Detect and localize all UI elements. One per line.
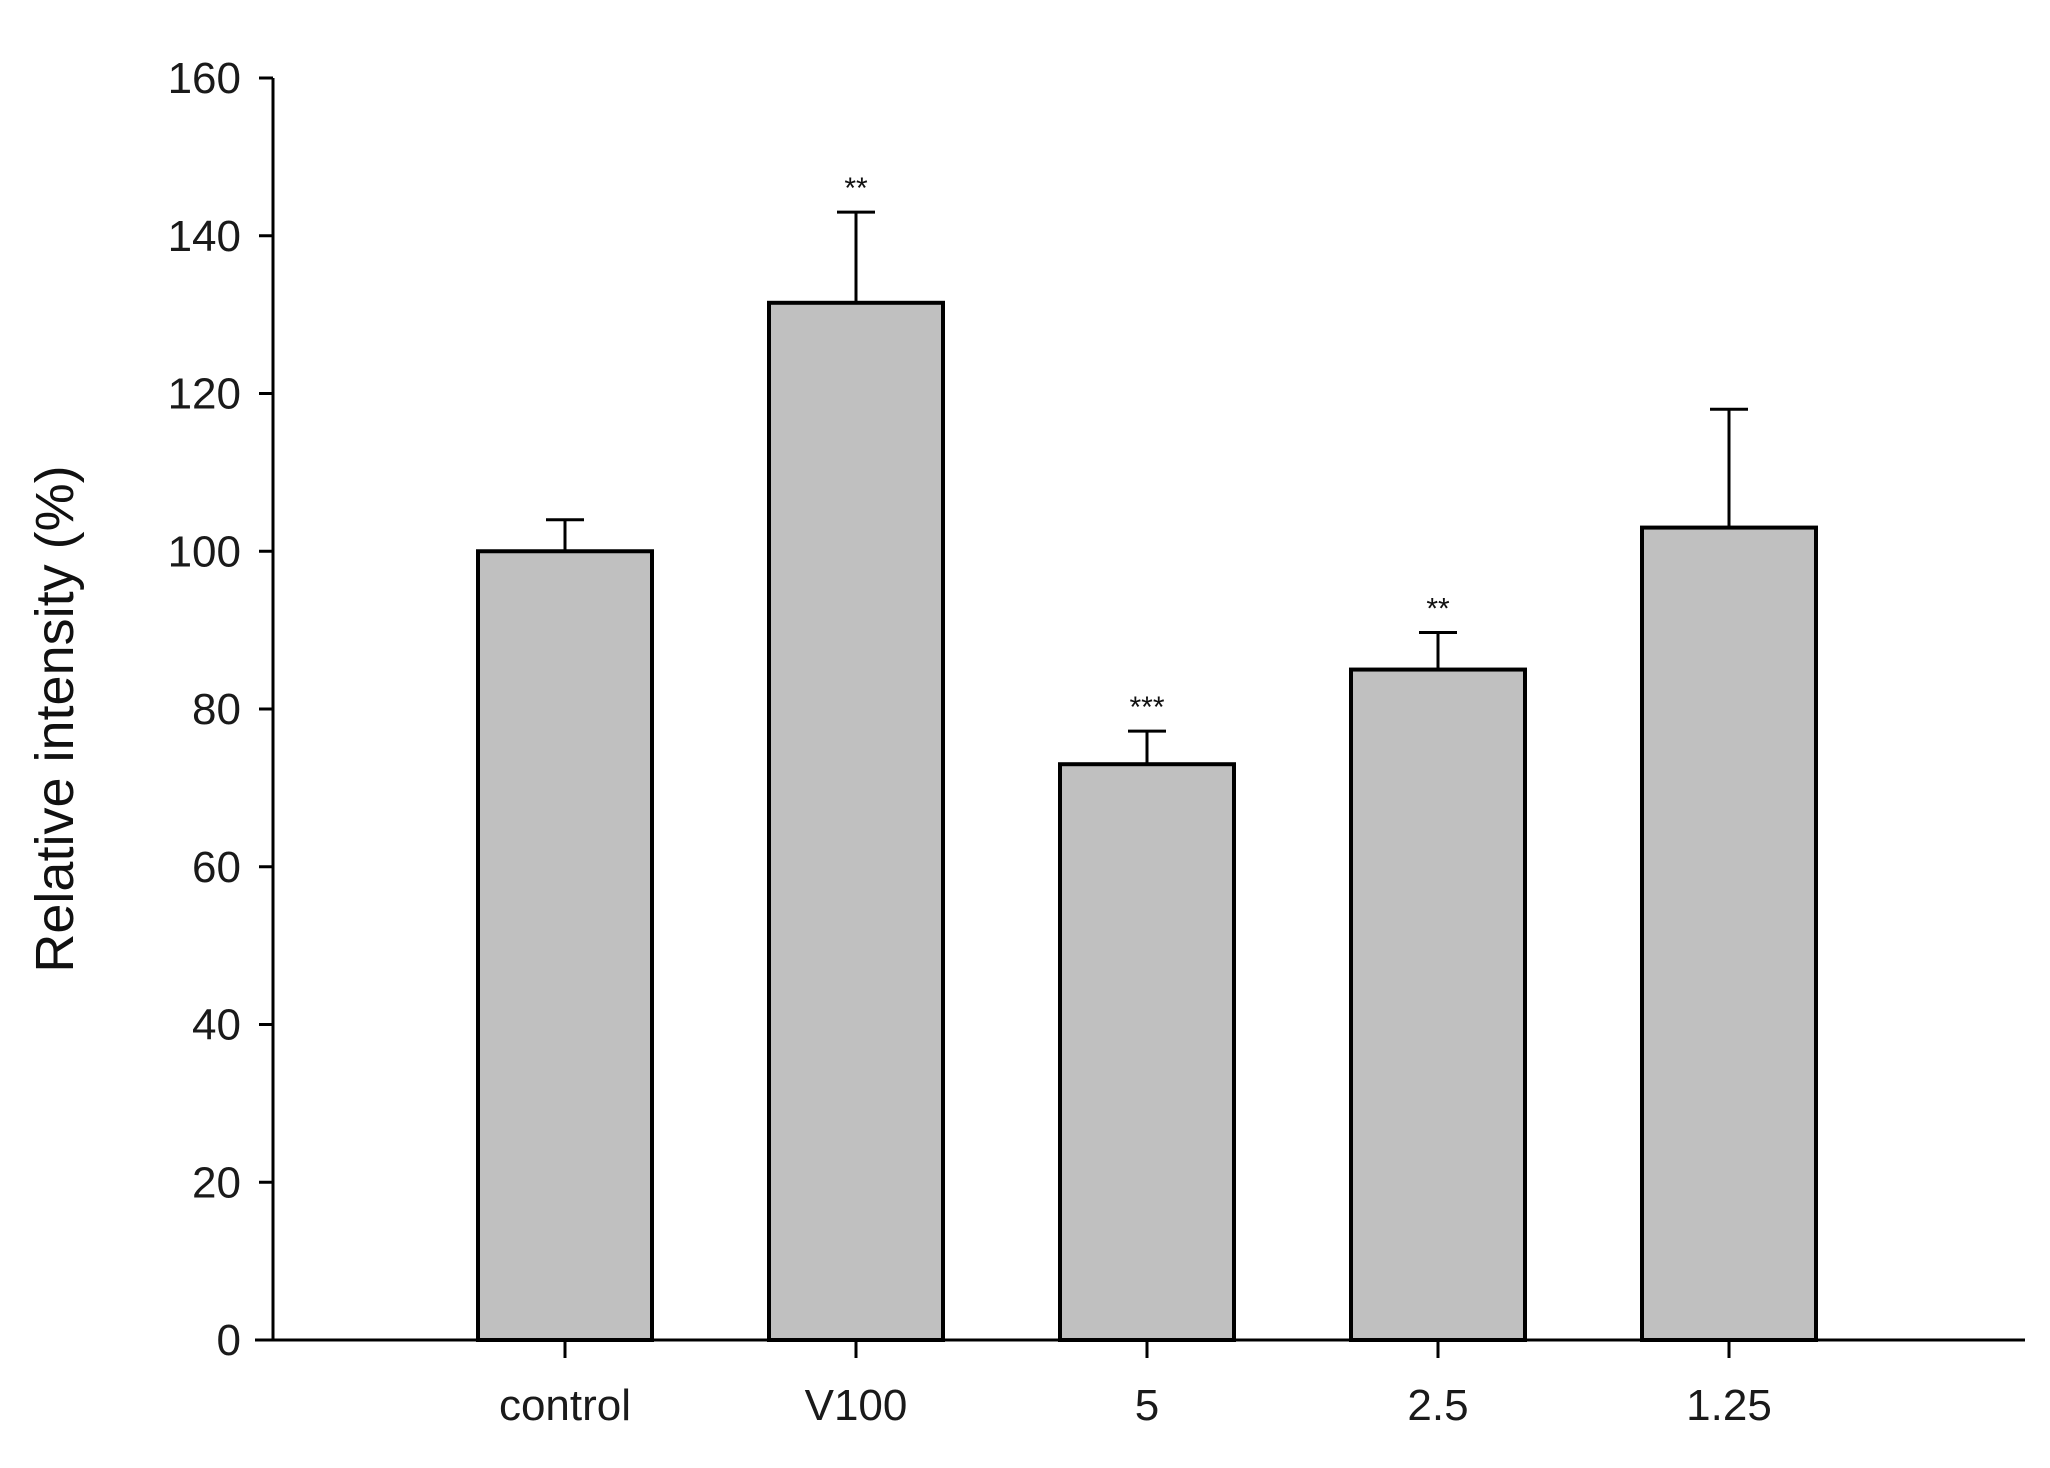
- x-tick-label: 1.25: [1686, 1381, 1772, 1430]
- bar: [1349, 667, 1527, 1342]
- error-bars: [546, 210, 1748, 765]
- bar: [767, 300, 945, 1343]
- significance-marker: **: [1426, 592, 1450, 625]
- bar: [476, 549, 654, 1342]
- bars: [476, 300, 1818, 1343]
- x-tick-label: V100: [805, 1381, 908, 1430]
- y-tick-label: 160: [168, 54, 241, 103]
- y-tick-label: 20: [192, 1158, 241, 1207]
- x-axis-ticks: control V100 5 2.5 1.25: [499, 1340, 1772, 1430]
- significance-marker: **: [844, 172, 868, 205]
- bar: [1058, 762, 1236, 1342]
- y-tick-label: 0: [217, 1316, 241, 1365]
- y-axis-label: Relative intensity (%): [25, 465, 85, 972]
- y-tick-label: 80: [192, 685, 241, 734]
- x-tick-label: 2.5: [1407, 1381, 1468, 1430]
- y-tick-label: 120: [168, 370, 241, 419]
- bar: [1640, 525, 1818, 1342]
- y-tick-label: 100: [168, 527, 241, 576]
- significance-marker: ***: [1129, 691, 1164, 724]
- y-tick-label: 40: [192, 1001, 241, 1050]
- x-tick-label: control: [499, 1381, 631, 1430]
- y-axis-ticks: 0 20 40 60 80 100 120 140 160: [168, 54, 273, 1365]
- y-tick-label: 140: [168, 212, 241, 261]
- significance-markers: *******: [844, 172, 1450, 724]
- x-tick-label: 5: [1135, 1381, 1159, 1430]
- y-tick-label: 60: [192, 843, 241, 892]
